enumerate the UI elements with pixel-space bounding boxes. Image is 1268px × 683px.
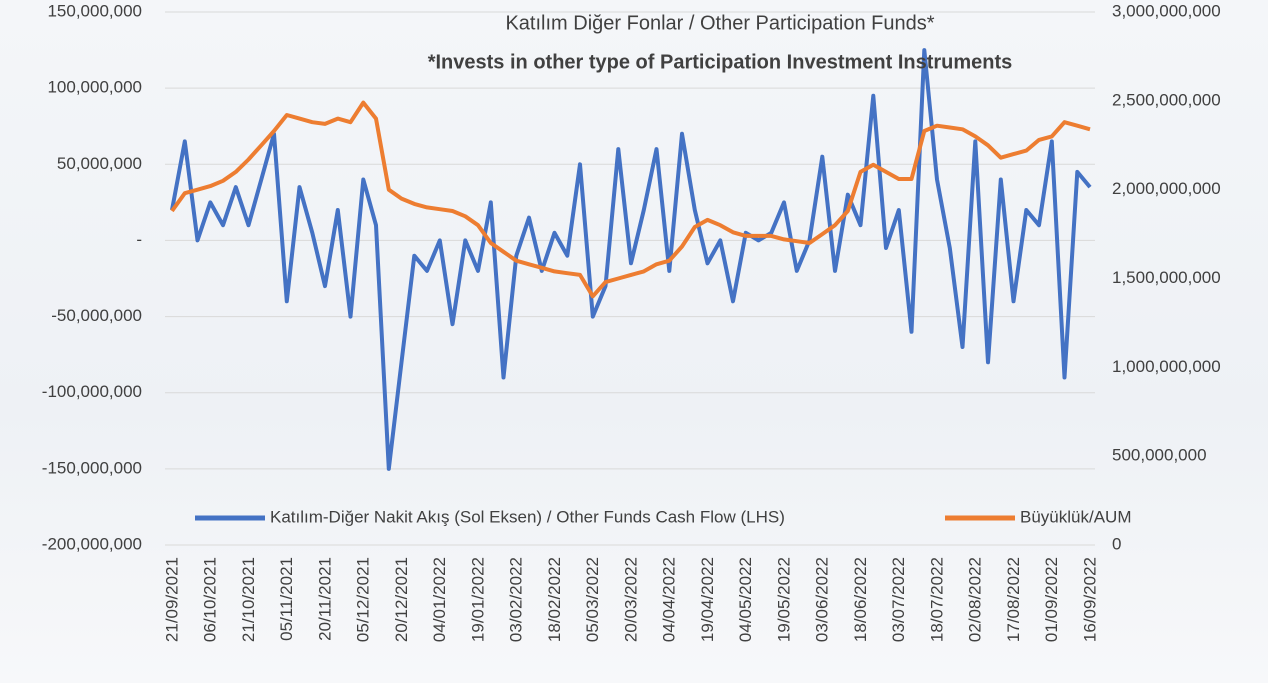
x-tick-label: 04/04/2022 xyxy=(660,557,679,642)
x-tick-label: 20/03/2022 xyxy=(621,557,640,642)
legend-label: Büyüklük/AUM xyxy=(1020,507,1131,526)
x-tick-label: 17/08/2022 xyxy=(1004,557,1023,642)
legend-label: Katılım-Diğer Nakit Akış (Sol Eksen) / O… xyxy=(270,507,785,526)
x-tick-label: 19/04/2022 xyxy=(698,557,717,642)
x-tick-label: 20/11/2021 xyxy=(315,557,334,641)
x-tick-label: 01/09/2022 xyxy=(1042,557,1061,642)
x-tick-label: 19/01/2022 xyxy=(468,557,487,642)
x-tick-label: 18/06/2022 xyxy=(851,557,870,642)
y-tick-label: -100,000,000 xyxy=(42,382,142,401)
x-tick-label: 02/08/2022 xyxy=(966,557,985,642)
y-tick-label: -200,000,000 xyxy=(42,534,142,553)
x-tick-label: 05/03/2022 xyxy=(583,557,602,642)
x-tick-label: 20/12/2021 xyxy=(392,557,411,642)
y2-tick-label: 1,500,000,000 xyxy=(1112,268,1221,287)
y2-tick-label: 1,000,000,000 xyxy=(1112,357,1221,376)
x-tick-label: 18/02/2022 xyxy=(545,557,564,642)
y2-tick-label: 2,500,000,000 xyxy=(1112,90,1221,109)
lines xyxy=(170,48,1092,471)
x-tick-label: 05/12/2021 xyxy=(354,557,373,642)
y-tick-label: -50,000,000 xyxy=(51,306,142,325)
series-line xyxy=(170,48,1092,471)
x-tick-label: 21/10/2021 xyxy=(239,557,258,642)
y-tick-label: - xyxy=(136,230,142,249)
chart-subtitle: *Invests in other type of Participation … xyxy=(428,51,1013,73)
x-tick-label: 04/01/2022 xyxy=(430,557,449,642)
x-tick-label: 16/09/2022 xyxy=(1080,557,1099,642)
x-tick-label: 21/09/2021 xyxy=(162,557,181,642)
x-tick-label: 04/05/2022 xyxy=(736,557,755,642)
x-tick-label: 18/07/2022 xyxy=(927,557,946,642)
chart-title: Katılım Diğer Fonlar / Other Participati… xyxy=(505,12,934,34)
y2-tick-label: 0 xyxy=(1112,534,1121,553)
x-tick-label: 19/05/2022 xyxy=(774,557,793,642)
y2-tick-label: 2,000,000,000 xyxy=(1112,179,1221,198)
x-tick-label: 03/06/2022 xyxy=(813,557,832,642)
y-tick-label: -150,000,000 xyxy=(42,458,142,477)
x-tick-label: 05/11/2021 xyxy=(277,557,296,641)
x-tick-label: 03/02/2022 xyxy=(507,557,526,642)
y-tick-label: 50,000,000 xyxy=(57,154,142,173)
series-line xyxy=(170,100,1091,299)
y2-tick-label: 3,000,000,000 xyxy=(1112,1,1221,20)
y-tick-label: 100,000,000 xyxy=(47,78,142,97)
y-tick-label: 150,000,000 xyxy=(47,1,142,20)
x-tick-label: 03/07/2022 xyxy=(889,557,908,642)
y2-tick-label: 500,000,000 xyxy=(1112,446,1207,465)
x-tick-label: 06/10/2021 xyxy=(201,557,220,642)
